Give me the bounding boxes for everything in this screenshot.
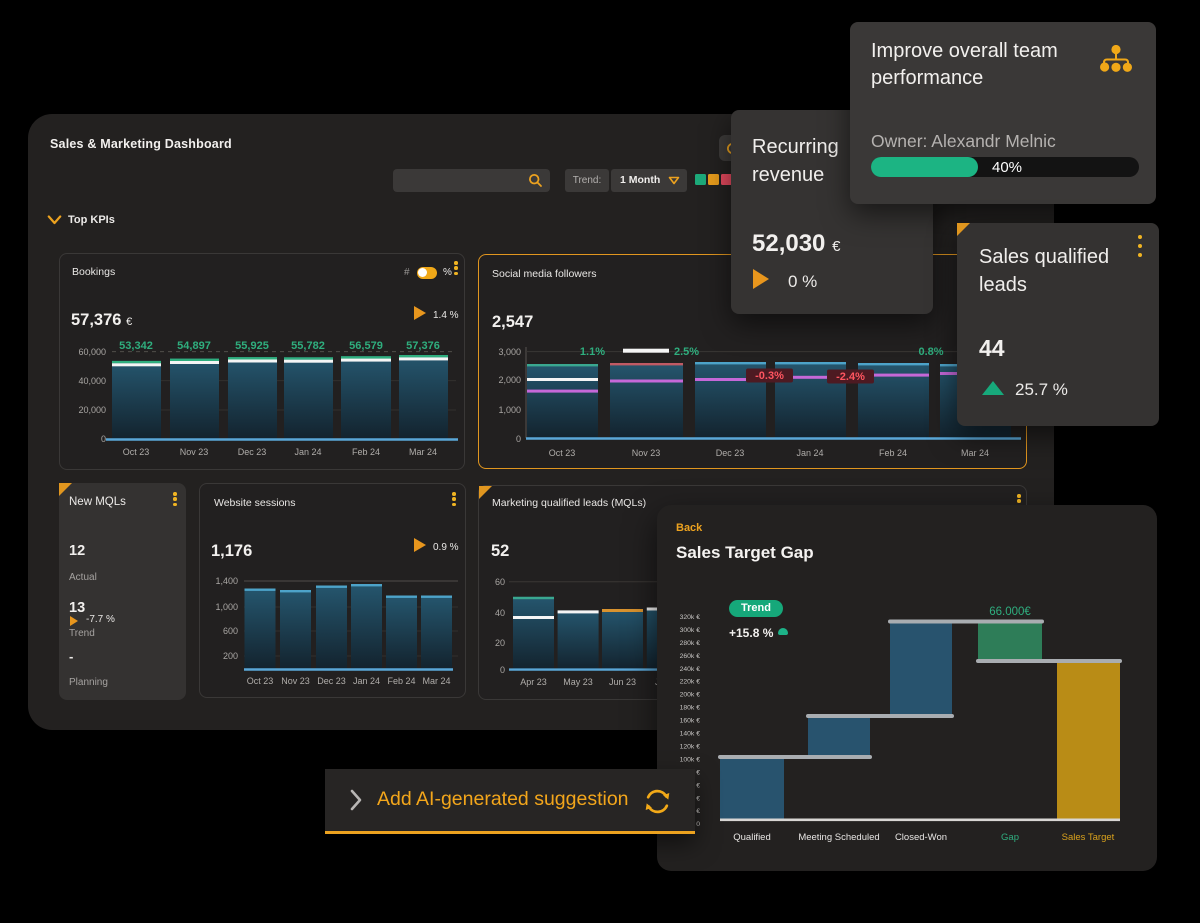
- svg-text:Apr 23: Apr 23: [520, 677, 547, 687]
- svg-text:Mar 24: Mar 24: [961, 448, 989, 458]
- svg-text:Mar 24: Mar 24: [422, 676, 450, 686]
- svg-text:20,000: 20,000: [78, 405, 106, 415]
- svg-text:Oct 23: Oct 23: [549, 448, 576, 458]
- svg-text:240k €: 240k €: [680, 666, 701, 673]
- svg-text:1,000: 1,000: [215, 602, 238, 612]
- svg-text:0: 0: [696, 821, 700, 828]
- svg-text:1.1%: 1.1%: [580, 346, 605, 358]
- svg-text:57,376: 57,376: [406, 341, 440, 352]
- svg-text:Dec 23: Dec 23: [317, 676, 346, 686]
- svg-text:260k €: 260k €: [680, 653, 701, 660]
- svg-text:160k €: 160k €: [680, 718, 701, 725]
- svg-text:Closed-Won: Closed-Won: [895, 832, 947, 843]
- svg-text:Feb 24: Feb 24: [352, 447, 380, 457]
- svg-text:Nov 23: Nov 23: [180, 447, 209, 457]
- svg-text:66.000€: 66.000€: [989, 606, 1031, 618]
- svg-text:55,782: 55,782: [291, 341, 325, 352]
- svg-text:55,925: 55,925: [235, 341, 269, 352]
- svg-text:120k €: 120k €: [680, 744, 701, 751]
- svg-text:180k €: 180k €: [680, 705, 701, 712]
- svg-text:Feb 24: Feb 24: [387, 676, 415, 686]
- svg-text:-0.3%: -0.3%: [755, 370, 784, 382]
- svg-text:Jan 24: Jan 24: [353, 676, 380, 686]
- svg-text:280k €: 280k €: [680, 640, 701, 647]
- svg-text:2,000: 2,000: [498, 375, 521, 385]
- svg-text:Qualified: Qualified: [733, 832, 771, 843]
- svg-text:Mar 24: Mar 24: [409, 447, 437, 457]
- svg-text:-2.4%: -2.4%: [836, 371, 865, 383]
- svg-text:200: 200: [223, 651, 238, 661]
- svg-text:0: 0: [500, 665, 505, 675]
- svg-text:60,000: 60,000: [78, 347, 106, 357]
- svg-text:53,342: 53,342: [119, 341, 153, 352]
- svg-text:56,579: 56,579: [349, 341, 383, 352]
- svg-text:200k €: 200k €: [680, 692, 701, 699]
- svg-text:60: 60: [495, 577, 505, 587]
- svg-text:Gap: Gap: [1001, 832, 1019, 843]
- svg-text:40: 40: [495, 608, 505, 618]
- svg-text:2.5%: 2.5%: [674, 346, 699, 358]
- svg-text:May 23: May 23: [563, 677, 593, 687]
- svg-text:1,400: 1,400: [215, 576, 238, 586]
- svg-text:Oct 23: Oct 23: [247, 676, 274, 686]
- svg-text:0: 0: [101, 434, 106, 444]
- svg-text:Dec 23: Dec 23: [716, 448, 745, 458]
- svg-text:220k €: 220k €: [680, 679, 701, 686]
- svg-text:Oct 23: Oct 23: [123, 447, 150, 457]
- svg-text:Meeting Scheduled: Meeting Scheduled: [798, 832, 879, 843]
- svg-text:3,000: 3,000: [498, 347, 521, 357]
- svg-text:20: 20: [495, 638, 505, 648]
- svg-text:100k €: 100k €: [680, 756, 701, 763]
- svg-text:Jun 23: Jun 23: [609, 677, 636, 687]
- svg-text:Sales Target: Sales Target: [1062, 832, 1115, 843]
- svg-text:Jan 24: Jan 24: [294, 447, 321, 457]
- svg-text:Feb 24: Feb 24: [879, 448, 907, 458]
- svg-text:300k €: 300k €: [680, 627, 701, 634]
- svg-text:Nov 23: Nov 23: [632, 448, 661, 458]
- svg-text:Nov 23: Nov 23: [281, 676, 310, 686]
- svg-text:1,000: 1,000: [498, 405, 521, 415]
- svg-text:Dec 23: Dec 23: [238, 447, 267, 457]
- svg-text:600: 600: [223, 626, 238, 636]
- svg-text:0.8%: 0.8%: [918, 346, 943, 358]
- svg-text:Jan 24: Jan 24: [796, 448, 823, 458]
- svg-text:140k €: 140k €: [680, 731, 701, 738]
- svg-text:54,897: 54,897: [177, 341, 211, 352]
- svg-text:320k €: 320k €: [680, 614, 701, 621]
- svg-text:0: 0: [516, 434, 521, 444]
- svg-text:40,000: 40,000: [78, 376, 106, 386]
